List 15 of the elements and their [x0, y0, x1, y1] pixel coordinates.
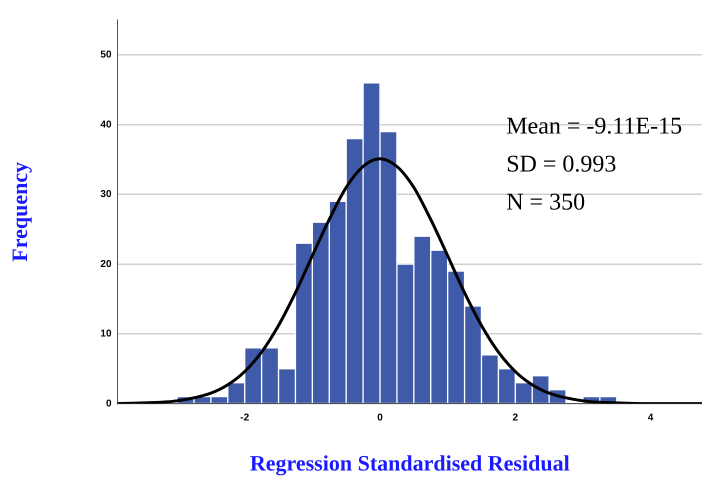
x-tick-label: 4: [648, 412, 654, 424]
x-tick-label: 2: [512, 412, 519, 424]
y-tick-label: 20: [100, 258, 112, 270]
y-axis-title: Frequency: [6, 162, 32, 262]
annotation: Mean = -9.11E-15: [506, 113, 682, 140]
annotation: N = 350: [506, 189, 586, 216]
y-tick-label: 10: [100, 328, 112, 340]
y-tick-label: 30: [100, 189, 112, 200]
x-tick-label: 0: [377, 412, 384, 424]
y-tick-label: 50: [100, 50, 112, 61]
x-axis-title: Regression Standardised Residual: [250, 450, 570, 476]
annotation: SD = 0.993: [506, 151, 616, 178]
y-tick-label: 0: [106, 398, 112, 410]
y-tick-label: 40: [100, 119, 112, 130]
x-tick-label: -2: [240, 412, 250, 424]
